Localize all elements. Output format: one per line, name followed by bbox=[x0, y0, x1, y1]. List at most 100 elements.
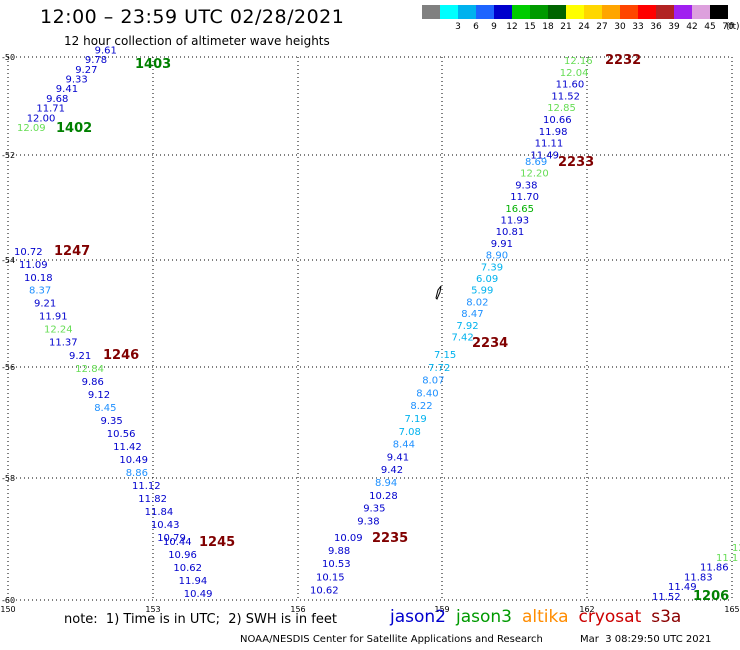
scale-tick-label: 18 bbox=[542, 22, 554, 32]
wave-height-value: 12.20 bbox=[520, 169, 549, 180]
scale-swatch bbox=[566, 5, 584, 19]
wave-height-value: 10.15 bbox=[316, 572, 345, 583]
pass-time-label: 1246 bbox=[103, 348, 139, 363]
scale-swatch bbox=[620, 5, 638, 19]
wave-height-value: 9.61 bbox=[95, 45, 117, 56]
wave-height-value: 11.09 bbox=[19, 260, 48, 271]
scale-tick-label: 15 bbox=[524, 22, 536, 32]
wave-height-value: 9.21 bbox=[34, 299, 56, 310]
map-title: 12:00 – 23:59 UTC 02/28/2021 bbox=[40, 6, 345, 28]
wave-height-value: 7.08 bbox=[399, 427, 421, 438]
scale-tick-label: 12 bbox=[506, 22, 518, 32]
credit-line: NOAA/NESDIS Center for Satellite Applica… bbox=[240, 634, 543, 645]
generated-timestamp: Mar 3 08:29:50 UTC 2021 bbox=[580, 634, 712, 645]
wave-height-value: 8.47 bbox=[461, 309, 483, 320]
satellite-legend: jason2 jason3 altika cryosat s3a bbox=[390, 607, 691, 627]
wave-height-value: 8.02 bbox=[466, 297, 488, 308]
wave-height-value: 9.41 bbox=[56, 84, 78, 95]
wave-height-value: 7.72 bbox=[428, 363, 450, 374]
wave-height-value: 12.09 bbox=[17, 123, 46, 134]
wave-height-value: 9.78 bbox=[85, 55, 107, 66]
legend-jason3: jason3 bbox=[456, 607, 512, 627]
scale-swatch bbox=[530, 5, 548, 19]
satellite-pass-2234: 7.15 7.72 8.078.40 8.22 7.19 7.08 8.449.41 9.42… bbox=[357, 336, 508, 527]
wave-height-value: 16.65 bbox=[505, 204, 534, 215]
scale-tick-label: 21 bbox=[560, 22, 572, 32]
wave-height-value: 7.39 bbox=[481, 262, 503, 273]
wave-height-value: 12.00 bbox=[27, 113, 56, 124]
wave-height-value: 12.04 bbox=[560, 68, 589, 79]
wave-height-value: 6.09 bbox=[476, 274, 498, 285]
lat-tick-label: -52 bbox=[2, 151, 15, 160]
wave-height-value: 9.41 bbox=[387, 452, 409, 463]
wave-height-value: 7.42 bbox=[452, 333, 474, 344]
scale-tick-label: 24 bbox=[578, 22, 590, 32]
wave-height-value: 12.24 bbox=[44, 324, 73, 335]
pass-time-label: 2235 bbox=[372, 531, 408, 546]
wave-height-value: 10.18 bbox=[24, 273, 53, 284]
wave-height-value: 8.69 bbox=[525, 157, 547, 168]
wave-height-value: 8.94 bbox=[375, 478, 397, 489]
scale-tick-label: 33 bbox=[632, 22, 644, 32]
wave-height-value: 9.91 bbox=[491, 239, 513, 250]
wave-height-value: 11.52 bbox=[652, 592, 681, 603]
pass-time-label: 2232 bbox=[605, 53, 641, 68]
wave-height-value: 10.72 bbox=[14, 247, 43, 258]
wave-height-value: 11.94 bbox=[179, 576, 208, 587]
scale-swatch bbox=[638, 5, 656, 19]
lat-tick-label: -54 bbox=[2, 256, 15, 265]
legend-altika: altika bbox=[522, 607, 569, 627]
wave-height-value: 8.37 bbox=[29, 286, 51, 297]
scale-tick-label: 27 bbox=[596, 22, 608, 32]
legend-jason2: jason2 bbox=[390, 607, 446, 627]
wave-height-value: 11.86 bbox=[700, 563, 729, 574]
scale-swatch bbox=[476, 5, 494, 19]
scale-swatch bbox=[548, 5, 566, 19]
wave-height-value: 9.38 bbox=[515, 180, 537, 191]
units-note: note: 1) Time is in UTC; 2) SWH is in fe… bbox=[64, 612, 337, 627]
scale-tick-label: 45 bbox=[704, 22, 716, 32]
wave-height-value: 9.33 bbox=[66, 75, 88, 86]
wave-height-value: 11.12 bbox=[132, 481, 161, 492]
satellite-pass-2235: 10.09 9.88 10.53 10.15 10.62 2235 bbox=[310, 531, 408, 596]
pass-time-label: 2234 bbox=[472, 336, 508, 351]
lon-tick-label: 165 bbox=[724, 605, 739, 614]
wave-height-value: 10.56 bbox=[107, 429, 136, 440]
lon-tick-label: 156 bbox=[290, 605, 305, 614]
wave-height-value: 11.52 bbox=[551, 91, 580, 102]
wave-height-value: 10.44 bbox=[163, 537, 192, 548]
lat-tick-label: -58 bbox=[2, 474, 15, 483]
wave-height-value: 11.91 bbox=[39, 312, 68, 323]
satellite-pass-1246: 9.21 12.84 9.86 9.12 8.45 9.35 10.56 11.42 10.49… bbox=[69, 348, 186, 544]
wave-height-value: 7.19 bbox=[405, 414, 427, 425]
wave-height-value: 11.37 bbox=[49, 337, 78, 348]
wave-height-value: 10.66 bbox=[543, 115, 572, 126]
legend-s3a: s3a bbox=[651, 607, 682, 627]
wave-height-value: 10.49 bbox=[184, 589, 213, 600]
lat-tick-label: -56 bbox=[2, 363, 15, 372]
wave-height-value: 10.62 bbox=[173, 563, 202, 574]
scale-tick-label: 30 bbox=[614, 22, 626, 32]
island-outline bbox=[435, 285, 442, 300]
wave-height-value: 9.27 bbox=[75, 65, 97, 76]
wave-height-value: 8.90 bbox=[486, 251, 508, 262]
wave-height-value: 10.53 bbox=[322, 559, 351, 570]
wave-height-value: 10.28 bbox=[369, 491, 398, 502]
wave-height-value: 10.81 bbox=[496, 227, 525, 238]
satellite-pass-1403: 1403 bbox=[135, 57, 171, 72]
satellite-pass-2232: 12.1612.0411.6011.5212.8510.6611.9811.11… bbox=[530, 53, 641, 161]
wave-height-value: 10.62 bbox=[310, 585, 339, 596]
wave-height-value: 9.42 bbox=[381, 465, 403, 476]
satellite-tracks: 12.0912.0011.719.689.419.339.279.789.611… bbox=[14, 45, 740, 604]
pass-time-label: 1206 bbox=[693, 589, 729, 604]
pass-time-label: 1403 bbox=[135, 57, 171, 72]
wave-height-value: 7.15 bbox=[434, 350, 456, 361]
wave-height-value: 11.84 bbox=[145, 507, 174, 518]
wave-height-value: 12.16 bbox=[564, 56, 593, 67]
wave-height-value: 9.21 bbox=[69, 351, 91, 362]
wave-height-value: 11.60 bbox=[556, 80, 585, 91]
